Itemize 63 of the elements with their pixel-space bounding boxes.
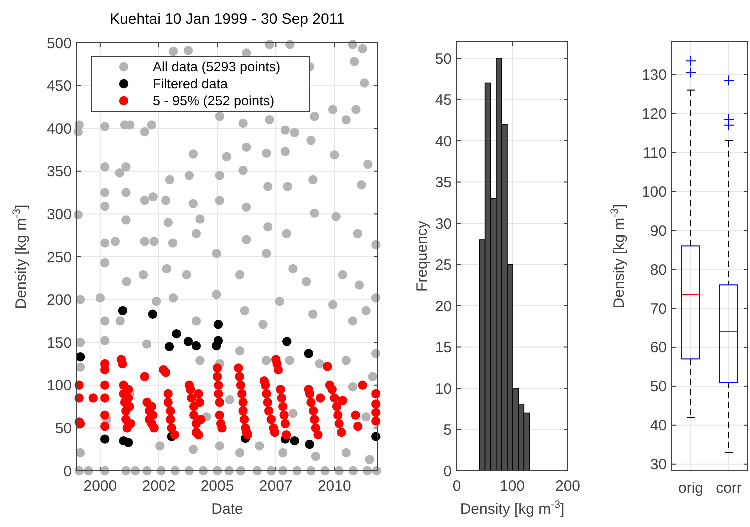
y-tick-label: 80 bbox=[650, 262, 667, 279]
y-tick-label: 130 bbox=[642, 66, 667, 84]
point bbox=[212, 341, 222, 351]
y-tick-label: 350 bbox=[46, 164, 72, 181]
x-tick-label: orig bbox=[678, 480, 704, 497]
point bbox=[164, 342, 174, 352]
y-tick-label: 250 bbox=[46, 249, 72, 266]
legend-label: 5 - 95% (252 points) bbox=[153, 94, 275, 109]
y-tick-label: 400 bbox=[46, 120, 72, 138]
legend-label: All data (5293 points) bbox=[153, 60, 281, 75]
y-tick-label: 90 bbox=[650, 222, 667, 240]
y-tick-label: 5 bbox=[444, 422, 452, 439]
x-tick-label: corr bbox=[716, 480, 742, 497]
y-tick-label: 300 bbox=[46, 206, 72, 224]
point bbox=[184, 337, 194, 346]
y-tick-label: 0 bbox=[444, 463, 452, 480]
y-tick-label: 10 bbox=[435, 380, 452, 398]
x-tick-label: 2010 bbox=[318, 478, 352, 495]
point bbox=[118, 306, 128, 316]
point bbox=[148, 310, 158, 319]
y-tick-label: 40 bbox=[650, 418, 667, 435]
y-tick-label: 110 bbox=[643, 144, 667, 162]
y-tick-label: 70 bbox=[650, 300, 667, 318]
point bbox=[192, 341, 202, 351]
y-tick-label: 150 bbox=[46, 334, 72, 352]
y-tick-label: 35 bbox=[435, 174, 452, 192]
y-tick-label: 100 bbox=[642, 184, 667, 201]
point bbox=[124, 438, 134, 448]
x-tick-label: 2000 bbox=[84, 478, 118, 495]
y-tick-label: 0 bbox=[64, 463, 72, 480]
chart-title: Kuehtai 10 Jan 1999 - 30 Sep 2011 bbox=[110, 11, 345, 28]
y-tick-label: 500 bbox=[46, 35, 72, 52]
x-tick-label: 2005 bbox=[200, 478, 234, 495]
y-axis-title: Frequency bbox=[414, 220, 431, 292]
x-axis-title: Date bbox=[212, 501, 244, 518]
point bbox=[304, 349, 314, 358]
point bbox=[214, 320, 224, 330]
y-tick-label: 50 bbox=[650, 378, 667, 396]
point bbox=[100, 434, 110, 444]
point bbox=[290, 436, 300, 446]
y-tick-label: 25 bbox=[435, 257, 452, 274]
x-axis-title: Density [kg m$^{-3}$] bbox=[460, 499, 565, 518]
y-tick-label: 50 bbox=[55, 420, 72, 438]
x-tick-label: 2002 bbox=[142, 478, 176, 495]
y-tick-label: 50 bbox=[435, 50, 452, 68]
point bbox=[282, 337, 292, 346]
point bbox=[305, 440, 314, 450]
y-tick-label: 60 bbox=[650, 340, 667, 357]
y-tick-label: 40 bbox=[435, 133, 452, 150]
x-tick-label: 2007 bbox=[259, 478, 293, 495]
y-tick-label: 30 bbox=[435, 216, 452, 233]
legend-label: Filtered data bbox=[153, 76, 229, 92]
y-tick-label: 30 bbox=[650, 456, 667, 474]
point bbox=[172, 329, 182, 339]
y-tick-label: 100 bbox=[46, 378, 72, 395]
y-tick-label: 15 bbox=[435, 340, 452, 356]
y-tick-label: 45 bbox=[435, 92, 452, 109]
y-tick-label: 120 bbox=[642, 106, 667, 123]
y-tick-label: 200 bbox=[46, 292, 72, 310]
y-tick-label: 450 bbox=[46, 78, 72, 96]
x-tick-label: 100 bbox=[500, 478, 526, 495]
y-tick-label: 20 bbox=[435, 298, 452, 316]
x-tick-label: 200 bbox=[555, 478, 581, 495]
